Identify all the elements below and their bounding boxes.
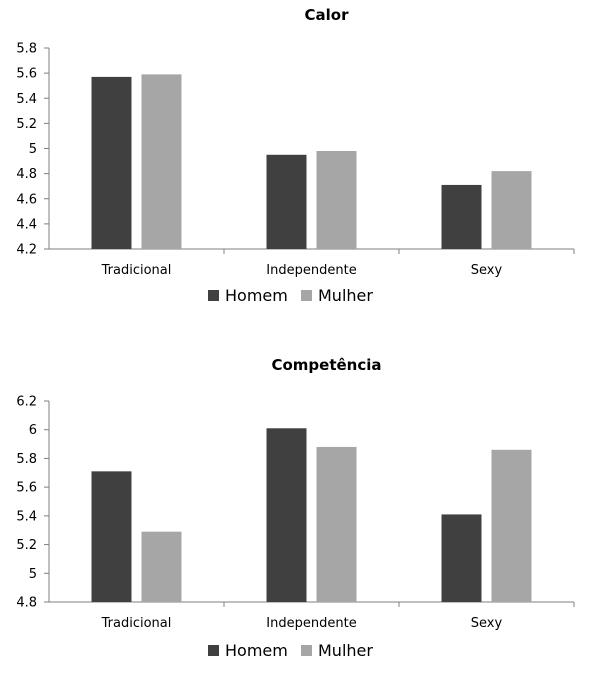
legend-label-mulher: Mulher <box>318 641 373 660</box>
y-tick-label: 6.2 <box>16 395 37 410</box>
chart-competencia: Competência 6.2 6 5.8 5.6 5.4 5.2 5 4.8 Tradicion… <box>16 356 575 660</box>
bar-mulher-independente <box>316 151 357 249</box>
x-category-label: Independente <box>266 263 356 278</box>
y-tick-label: 5 <box>29 142 37 157</box>
legend-swatch-mulher <box>301 645 312 656</box>
y-tick-label: 4.6 <box>16 192 37 207</box>
y-tick-label: 4.8 <box>16 596 37 611</box>
y-tick-label: 5.2 <box>16 117 37 132</box>
y-tick-label: 5.8 <box>16 42 37 57</box>
y-tick-label: 5.6 <box>16 67 37 82</box>
legend-swatch-homem <box>208 290 219 301</box>
bar-mulher-sexy <box>491 449 532 602</box>
y-tick-label: 5.4 <box>16 509 37 524</box>
legend-swatch-mulher <box>301 290 312 301</box>
chart-calor: Calor 5.8 5.6 5.4 5.2 5 4.8 4.6 4.4 4.2 Tradiciona… <box>16 6 575 305</box>
y-tick-label: 5.2 <box>16 538 37 553</box>
x-category-label: Independente <box>266 616 356 631</box>
chart-title: Competência <box>271 356 381 374</box>
x-category-label: Tradicional <box>101 616 172 631</box>
bar-mulher-independente <box>316 446 357 602</box>
legend-label-homem: Homem <box>225 286 288 305</box>
legend-label-homem: Homem <box>225 641 288 660</box>
y-tick-label: 5.6 <box>16 481 37 496</box>
bar-mulher-sexy <box>491 171 532 249</box>
bar-homem-independente <box>266 154 307 249</box>
bar-mulher-tradicional <box>141 531 182 602</box>
y-tick-label: 5.4 <box>16 92 37 107</box>
bar-homem-independente <box>266 428 307 602</box>
y-tick-label: 6 <box>29 423 37 438</box>
bar-homem-sexy <box>441 514 482 602</box>
y-tick-label: 5.8 <box>16 452 37 467</box>
x-category-label: Tradicional <box>101 263 172 278</box>
legend-label-mulher: Mulher <box>318 286 373 305</box>
chart-title: Calor <box>305 6 350 24</box>
y-tick-label: 4.2 <box>16 243 37 258</box>
y-tick-label: 5 <box>29 567 37 582</box>
bar-homem-sexy <box>441 184 482 249</box>
bar-homem-tradicional <box>91 471 132 602</box>
y-tick-label: 4.8 <box>16 167 37 182</box>
y-tick-label: 4.4 <box>16 217 37 232</box>
x-category-label: Sexy <box>471 263 503 278</box>
legend-swatch-homem <box>208 645 219 656</box>
x-category-label: Sexy <box>471 616 503 631</box>
bar-homem-tradicional <box>91 76 132 249</box>
bar-mulher-tradicional <box>141 74 182 249</box>
